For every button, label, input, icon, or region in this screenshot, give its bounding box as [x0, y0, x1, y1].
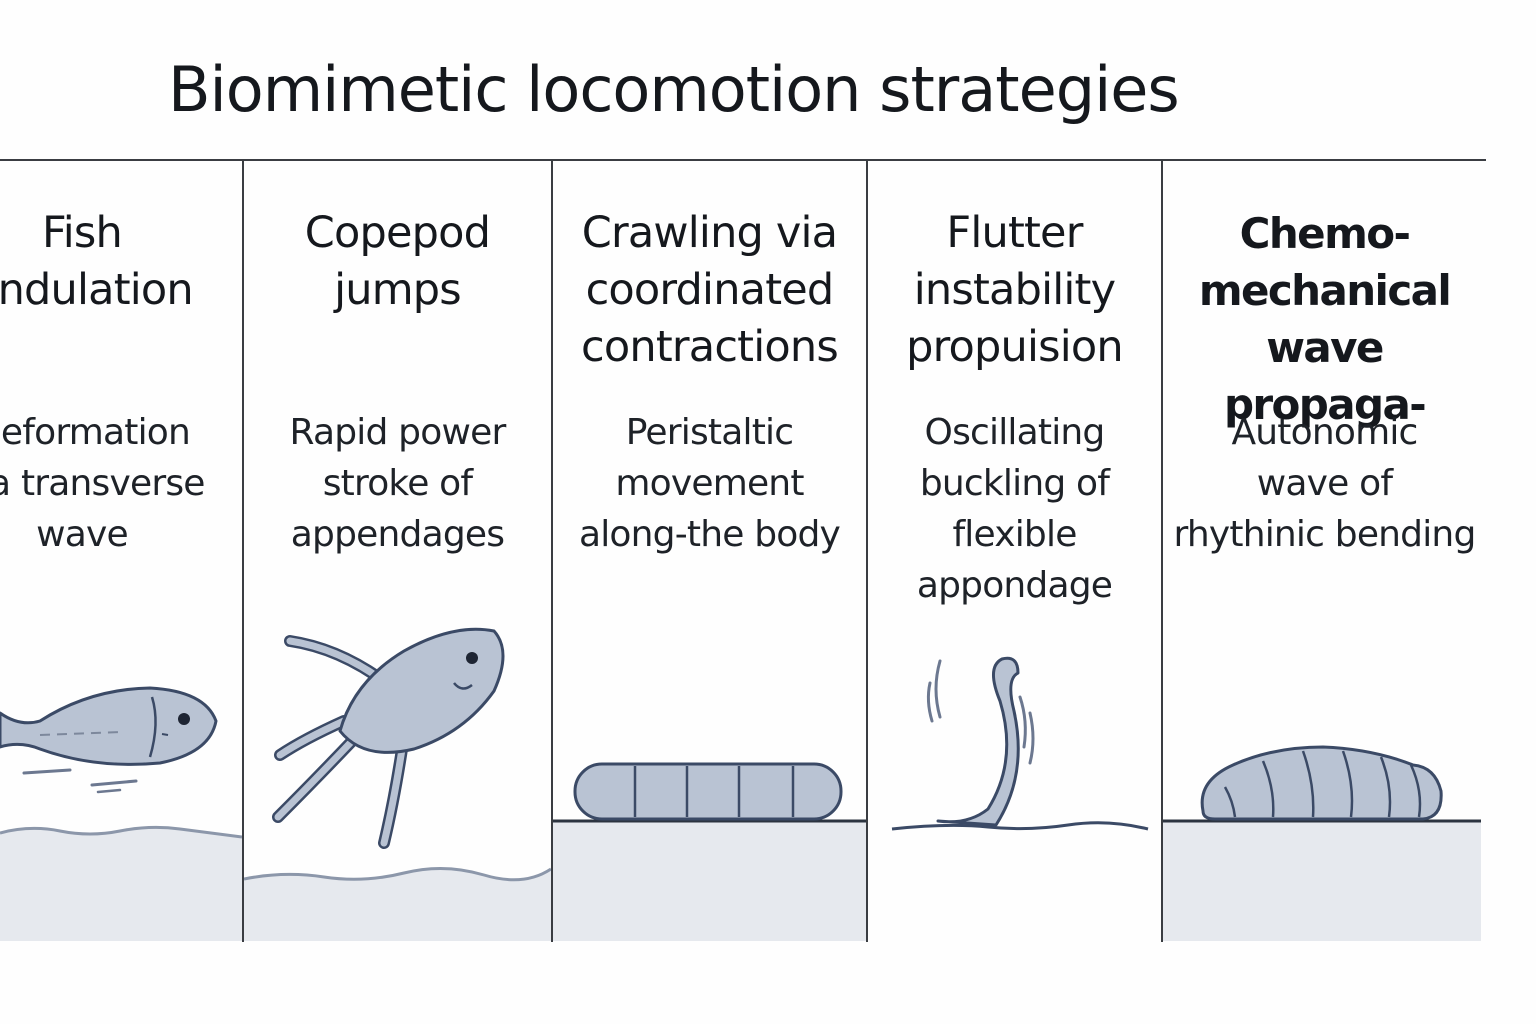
- panel-fish-undulation: Fish undulation Deformation via transver…: [0, 161, 242, 941]
- panel-description: Autonomic wave of rhythinic bending: [1173, 412, 1476, 555]
- panel-heading: Fish undulation: [0, 208, 194, 315]
- panel-heading: Flutter instability propuision: [906, 208, 1124, 372]
- flexible-appendage-icon: [891, 656, 1149, 831]
- segmented-crawler-icon: [553, 762, 866, 941]
- copepod-icon: [244, 627, 551, 941]
- panel-description: Oscillating buckling of flexible apponda…: [916, 412, 1113, 606]
- panel-divider: [1161, 160, 1163, 942]
- panel-heading: Crawling via coordinated contractions: [581, 208, 839, 372]
- panel-chemo-mechanical: Chemo- mechanical wave propaga- Autonomi…: [1163, 161, 1486, 941]
- top-rule: [0, 159, 1486, 161]
- panel-description: Peristaltic movement along-the body: [578, 412, 841, 555]
- fish-icon: [0, 686, 242, 941]
- panel-divider: [551, 160, 553, 942]
- panel-description: Deformation via transverse wave: [0, 412, 205, 555]
- panel-crawling: Crawling via coordinated contractions Pe…: [553, 161, 866, 941]
- panel-description: Rapid power stroke of appendages: [289, 412, 507, 555]
- panel-divider: [242, 160, 244, 942]
- panel-copepod-jumps: Copepod jumps Rapid power stroke of appe…: [244, 161, 551, 941]
- diagram-title: Biomimetic locomotion strategies: [168, 53, 1180, 126]
- panel-divider: [866, 160, 868, 942]
- panel-heading: Chemo- mechanical wave propaga-: [1198, 209, 1452, 429]
- panel-heading: Copepod jumps: [304, 208, 491, 315]
- panel-flutter: Flutter instability propuision Oscillati…: [868, 161, 1161, 941]
- caterpillar-icon: [1163, 745, 1481, 941]
